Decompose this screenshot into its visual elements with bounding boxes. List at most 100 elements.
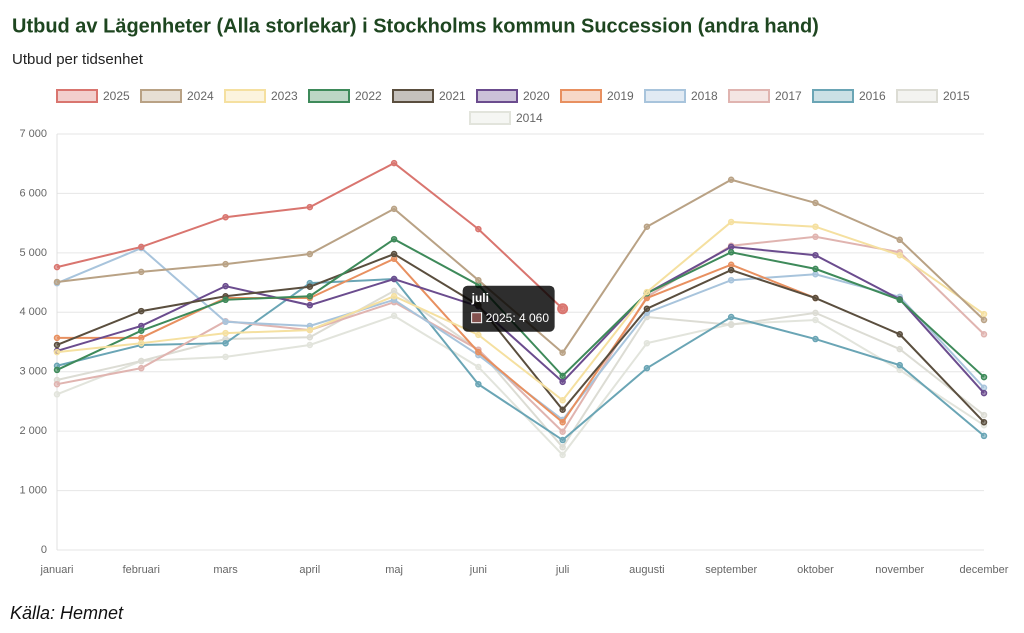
data-point [727,321,735,329]
data-point [222,213,229,221]
y-tick-label: 4 000 [19,306,47,318]
data-point [390,275,398,283]
legend-label: 2019 [607,89,634,103]
series-line [56,246,985,422]
y-tick-label: 2 000 [19,425,47,437]
series-line [56,252,985,423]
data-point [812,199,819,207]
data-point [896,331,903,338]
x-tick-label: mars [213,564,238,576]
data-point [896,345,903,353]
data-point [812,309,819,317]
legend-swatch [560,89,602,103]
y-tick-label: 3 000 [19,366,47,378]
x-tick-label: november [875,564,924,576]
data-point [896,251,903,259]
hover-point [557,303,569,315]
tooltip-box [462,285,555,332]
source-note: Källa: Hemnet [10,603,124,623]
y-tick-label: 5 000 [19,247,47,259]
data-point [138,364,145,372]
legend-label: 2022 [355,89,382,103]
data-point [390,205,398,213]
data-point [390,292,398,300]
legend-label: 2018 [691,89,718,103]
data-point [53,334,61,342]
data-point [812,335,819,343]
legend-swatch [812,89,854,103]
legend-swatch [896,89,938,103]
series-line [56,220,985,402]
data-point [138,357,145,365]
data-point [138,243,145,251]
data-point [980,373,988,381]
chart-subtitle: Utbud per tidsenhet [12,51,144,68]
y-tick-label: 1 000 [19,484,47,496]
legend-swatch [56,89,98,103]
data-point [559,418,566,426]
data-point [306,326,314,334]
data-point [643,223,651,230]
data-point [812,223,819,230]
data-point [222,329,229,337]
data-point [53,380,61,388]
data-point [896,361,903,369]
legend-label: 2024 [187,89,214,103]
x-tick-label: juni [469,564,487,576]
data-point [390,235,398,243]
legend-label: 2021 [439,89,466,103]
legend-swatch [392,89,434,103]
data-point [980,331,988,338]
data-point [306,333,314,341]
x-tick-label: januari [39,564,73,576]
data-point [559,372,566,380]
data-point [727,218,735,226]
legend-label: 2023 [271,89,298,103]
data-point [643,288,651,296]
data-point [812,265,819,273]
legend-swatch [728,89,770,103]
x-tick-label: maj [385,564,403,576]
data-point [306,292,314,300]
data-point [222,318,229,326]
legend-swatch [140,89,182,103]
data-point [559,436,566,444]
data-point [306,301,314,309]
series-line [56,235,985,434]
x-tick-label: juli [555,564,569,576]
legend-label: 2020 [523,89,550,103]
data-point [390,287,398,295]
data-point [812,271,819,278]
data-point [390,250,398,258]
legend-swatch [224,89,266,103]
data-point [138,334,145,342]
legend-label: 2014 [516,111,543,125]
data-point [475,380,482,388]
data-point [53,348,61,356]
data-point [306,283,314,290]
x-tick-label: februari [123,564,160,576]
data-point [390,312,398,320]
data-point [812,316,819,324]
legend-swatch [644,89,686,103]
data-point [222,260,229,268]
x-tick-label: april [299,564,320,576]
legend-swatch [469,111,511,125]
data-point [306,250,314,258]
tooltip-swatch [471,312,483,324]
data-point [222,296,229,304]
data-point [390,159,398,167]
data-point [980,384,988,392]
data-point [980,310,988,318]
x-tick-label: augusti [629,564,664,576]
y-tick-label: 6 000 [19,187,47,199]
data-point [980,389,988,397]
data-point [559,451,566,459]
data-point [980,316,988,324]
data-point [980,418,988,426]
data-point [306,341,314,349]
data-point [475,331,482,339]
data-point [222,353,229,361]
data-point [727,243,735,251]
